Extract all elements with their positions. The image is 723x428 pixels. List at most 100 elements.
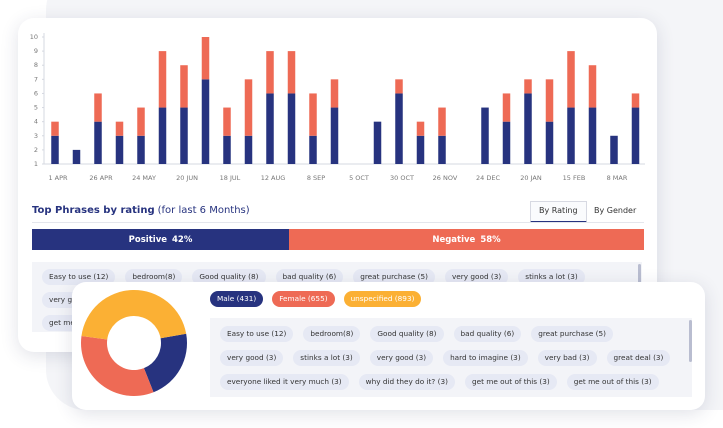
- bar-segment: [94, 93, 102, 122]
- sentiment-label: Negative: [432, 234, 476, 245]
- rating-card: 1 2 3 4 5 6 7 8 9 10 1 APR 26 APR 24 MAY 20 JUN 18 JUL…: [18, 18, 657, 352]
- x-tick-label: 18 JUL: [220, 174, 241, 182]
- tab[interactable]: By Gender: [594, 206, 637, 215]
- bar-segment: [223, 107, 231, 136]
- bar-segment: [481, 107, 489, 164]
- tag-chip: very good (3): [444, 269, 509, 285]
- scrollbar[interactable]: [638, 264, 641, 294]
- tag-chip: bad quality (6): [453, 326, 522, 342]
- bar-segment: [223, 135, 231, 164]
- bar-segment: [524, 93, 532, 164]
- y-tick-label: 7: [34, 75, 38, 83]
- bar-segment: [567, 51, 575, 108]
- tag-chip: Good quality (8): [192, 269, 266, 285]
- bar-segment: [266, 93, 274, 164]
- donut-slice: [81, 290, 187, 340]
- sentiment-segment: Positive 42%: [32, 229, 290, 250]
- tag-chip: Easy to use (12): [220, 326, 294, 342]
- x-tick-label: 26 NOV: [433, 174, 458, 182]
- bar-segment: [51, 135, 59, 164]
- y-tick-label: 2: [34, 146, 38, 154]
- bar-segment: [567, 107, 575, 164]
- bar-segment: [72, 149, 81, 164]
- title-text: Top Phrases by rating: [32, 205, 155, 216]
- scrollbar[interactable]: [689, 320, 692, 362]
- tag-chip: stinks a lot (3): [518, 269, 585, 285]
- tag-chip: very bad (3): [537, 350, 597, 366]
- sentiment-label: Positive: [128, 234, 167, 245]
- tag-chip: great deal (3): [606, 350, 671, 366]
- y-tick-label: 1: [34, 160, 38, 168]
- x-tick-label: 20 JUN: [176, 174, 198, 182]
- bar-segment: [201, 37, 210, 80]
- tag-chip: bedroom(8): [125, 269, 183, 285]
- bar-segment: [588, 65, 597, 108]
- bar-segment: [588, 107, 597, 164]
- donut-slice: [81, 336, 154, 396]
- sentiment-segment: Negative 58%: [289, 229, 644, 250]
- bar-segment: [631, 107, 640, 164]
- bar-segment: [631, 93, 640, 108]
- bar-segment: [51, 121, 59, 136]
- bar-segment: [244, 79, 253, 136]
- tag-chip: bedroom(8): [303, 326, 361, 342]
- tag-chip: Easy to use (12): [42, 269, 116, 285]
- tag-chip: get me out of this (3): [566, 374, 659, 390]
- donut-chart: [81, 290, 187, 396]
- x-tick-label: 24 DEC: [476, 174, 500, 182]
- bar-segment: [438, 107, 446, 136]
- bar-segment: [395, 79, 403, 94]
- y-tick-label: 4: [34, 118, 38, 126]
- x-tick-label: 1 APR: [48, 174, 68, 182]
- bar-segment: [287, 51, 296, 94]
- bar-segment: [330, 79, 339, 108]
- tag-chip: great purchase (5): [531, 326, 613, 342]
- bar-segment: [158, 51, 167, 108]
- y-tick-label: 8: [34, 61, 38, 69]
- bar-segment: [610, 135, 618, 164]
- y-tick-label: 6: [34, 89, 38, 97]
- tag-chip: why did they do it? (3): [358, 374, 455, 390]
- y-tick-label: 10: [30, 33, 38, 41]
- bar-segment: [502, 121, 511, 164]
- legend-chip[interactable]: unspecified (893): [343, 291, 422, 307]
- tag-chip: very good (3): [220, 350, 284, 366]
- legend-chip[interactable]: Female (655): [272, 291, 335, 307]
- x-tick-label: 26 APR: [89, 174, 113, 182]
- sentiment-value: 58%: [480, 234, 501, 245]
- bar-segment: [180, 65, 188, 108]
- section-title: Top Phrases by rating (for last 6 Months): [32, 205, 250, 216]
- bar-segment: [287, 93, 296, 164]
- bar-segment: [158, 107, 167, 164]
- bar-segment: [545, 79, 554, 122]
- tag-chip: get me out of this (3): [464, 374, 557, 390]
- bar-segment: [524, 79, 532, 94]
- x-tick-label: 30 OCT: [390, 174, 414, 182]
- bar-segment: [309, 93, 317, 136]
- tag-chip: Good quality (8): [370, 326, 444, 342]
- bar-segment: [266, 51, 274, 94]
- donut-slice: [143, 333, 187, 393]
- bar-segment: [115, 121, 124, 136]
- tag-chip: stinks a lot (3): [293, 350, 360, 366]
- legend-chip[interactable]: Male (431): [210, 291, 264, 307]
- x-tick-label: 5 OCT: [349, 174, 369, 182]
- separator: [32, 222, 644, 223]
- bar-segment: [416, 121, 425, 136]
- bar-segment: [502, 93, 511, 122]
- tag-chip: everyone liked it very much (3): [220, 374, 349, 390]
- y-tick-label: 3: [34, 132, 38, 140]
- sentiment-value: 42%: [172, 234, 193, 245]
- tab[interactable]: By Rating: [530, 201, 587, 223]
- bar-segment: [180, 107, 188, 164]
- x-tick-label: 12 AUG: [261, 174, 286, 182]
- y-tick-label: 9: [34, 47, 38, 55]
- bar-segment: [137, 135, 145, 164]
- bar-segment: [416, 135, 425, 164]
- tag-chip: hard to imagine (3): [443, 350, 528, 366]
- bar-segment: [395, 93, 403, 164]
- gender-card: Male (431) Female (655) unspecified (893) …: [72, 282, 705, 410]
- tag-chip: very good (3): [369, 350, 434, 366]
- bar-chart: 1 2 3 4 5 6 7 8 9 10 1 APR 26 APR 24 MAY 20 JUN 18 JUL…: [30, 33, 645, 182]
